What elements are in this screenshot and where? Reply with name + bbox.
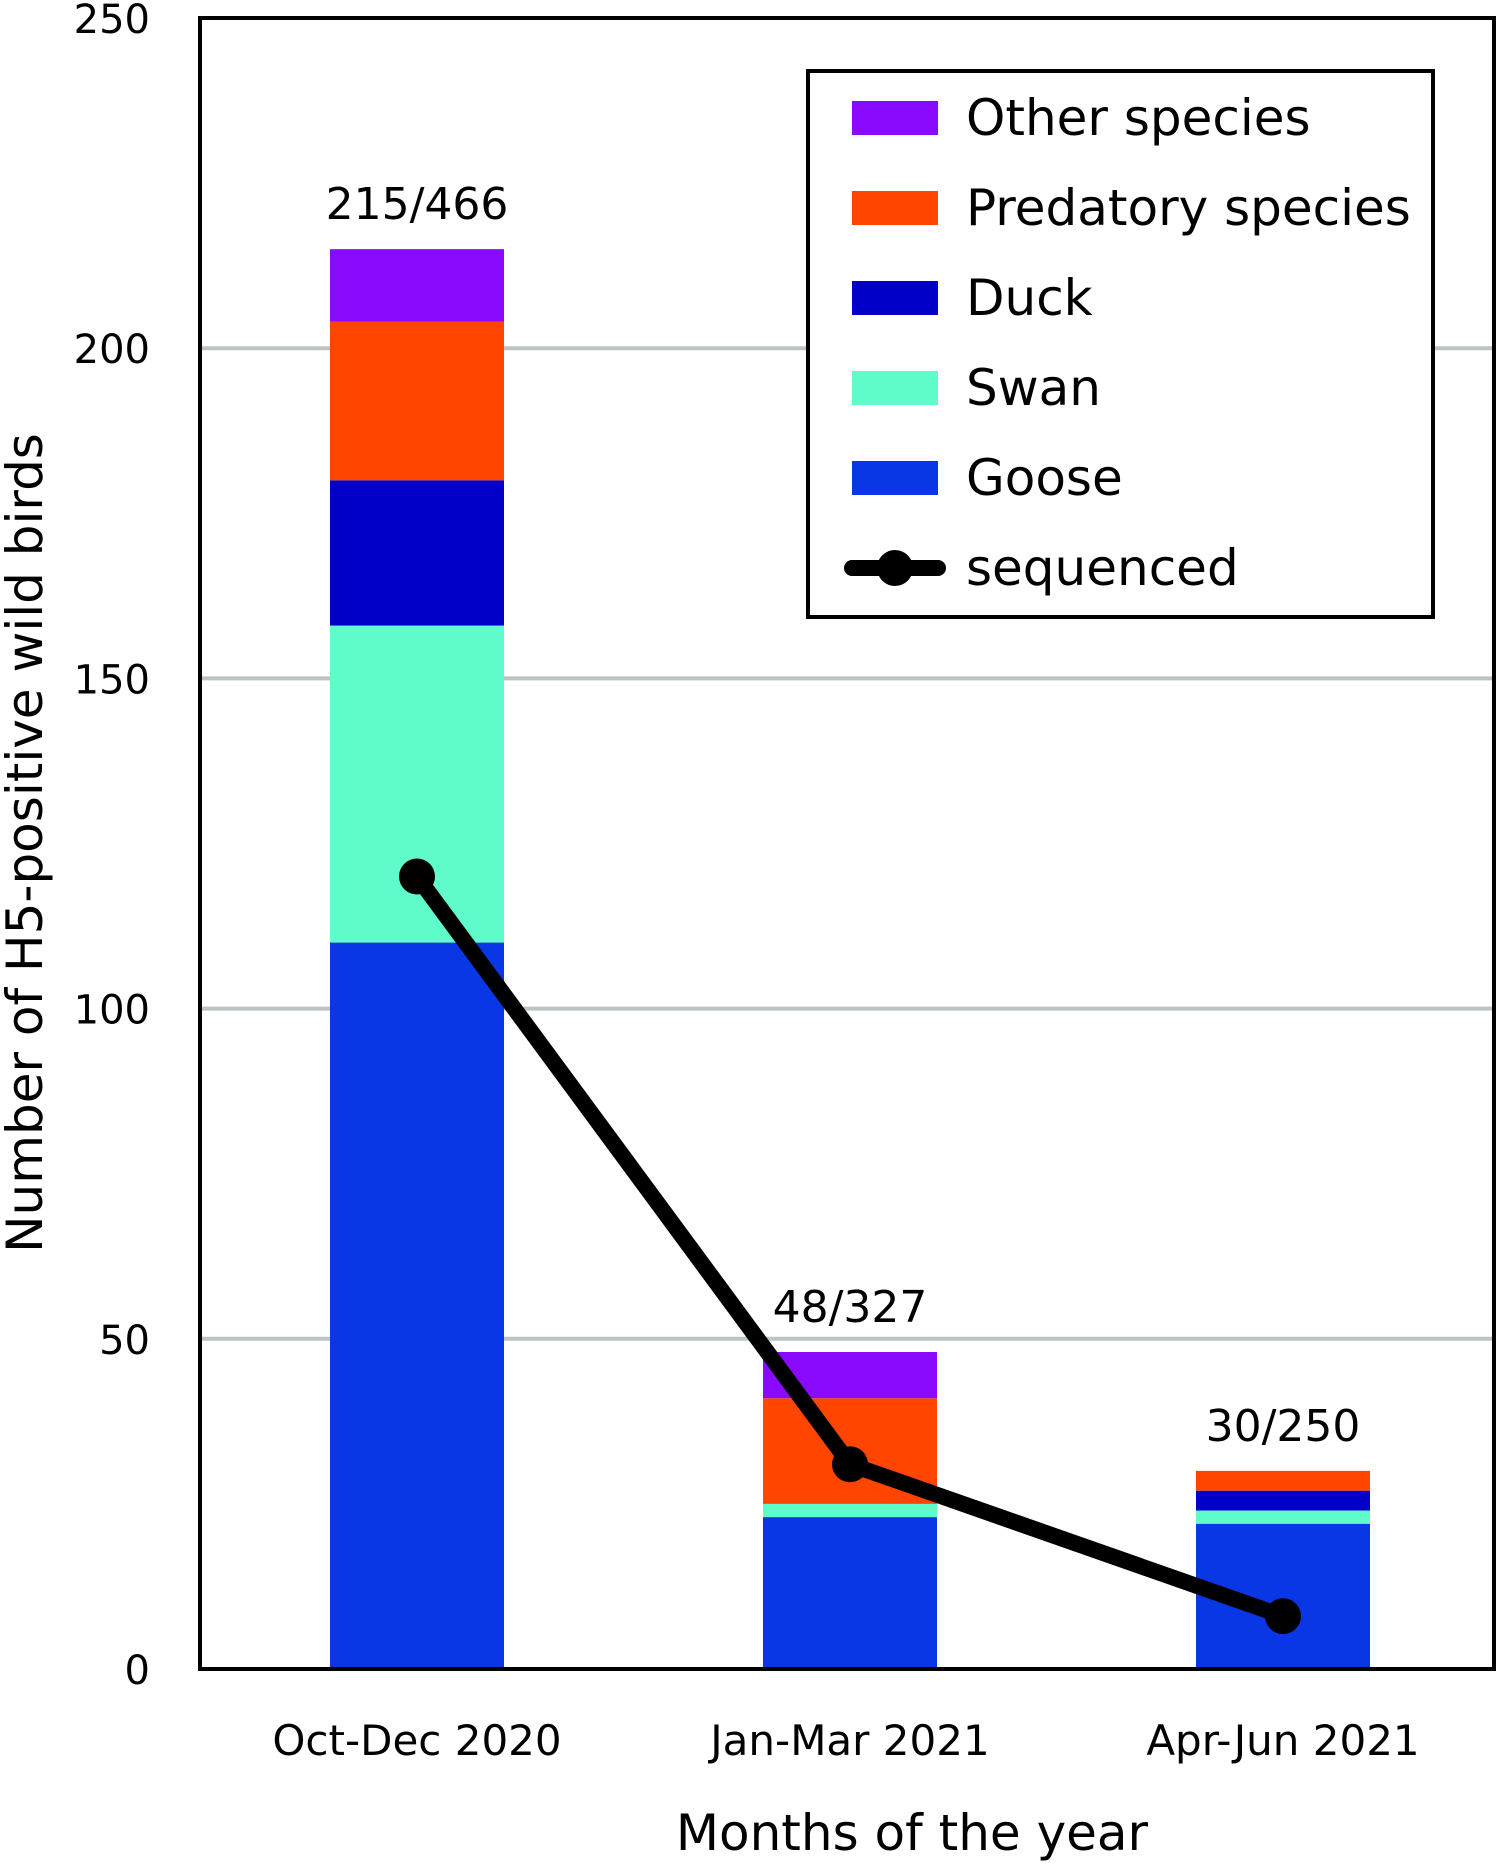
- y-tick-label: 50: [99, 1318, 150, 1364]
- y-tick-label: 200: [74, 327, 150, 373]
- legend-swatch-duck: [852, 281, 938, 315]
- bar-segment-other-species: [330, 249, 504, 322]
- legend-label: Other species: [966, 89, 1311, 147]
- sequenced-point: [399, 858, 435, 895]
- sequenced-point: [832, 1446, 868, 1483]
- x-tick-label: Jan-Mar 2021: [707, 1716, 989, 1765]
- bar-total-label: 215/466: [326, 179, 509, 230]
- plot-frame: [198, 16, 1496, 1671]
- sequenced-point: [1265, 1598, 1301, 1635]
- bar-segment-goose: [330, 942, 504, 1669]
- legend-swatch-goose: [852, 461, 938, 495]
- legend-swatch-swan: [852, 371, 938, 405]
- bar-segment-predatory-species: [330, 321, 504, 481]
- legend: Other species Predatory species Duck Swan Go…: [806, 69, 1435, 619]
- legend-label: Predatory species: [966, 179, 1411, 237]
- x-axis-label: Months of the year: [676, 1804, 1149, 1862]
- legend-swatch-other-species: [852, 101, 938, 135]
- bar-segment-goose: [763, 1517, 937, 1669]
- bar-segment-duck: [330, 480, 504, 626]
- legend-swatch-predatory-species: [852, 191, 938, 225]
- legend-label: Swan: [966, 359, 1101, 417]
- bar-total-label: 30/250: [1206, 1401, 1361, 1452]
- legend-label: Duck: [966, 269, 1093, 327]
- legend-marker: [877, 550, 913, 586]
- x-tick-label: Apr-Jun 2021: [1146, 1716, 1419, 1765]
- bar-segment-duck: [1196, 1490, 1370, 1511]
- y-axis-label: Number of H5-positive wild birds: [0, 433, 54, 1253]
- bar-segment-swan: [330, 625, 504, 943]
- bar-segment-swan: [763, 1503, 937, 1518]
- y-tick-label: 250: [74, 0, 150, 43]
- bar-segment-swan: [1196, 1510, 1370, 1524]
- y-tick-label: 100: [74, 988, 150, 1034]
- legend-label: Goose: [966, 449, 1123, 507]
- legend-label: sequenced: [966, 539, 1239, 597]
- x-tick-label: Oct-Dec 2020: [272, 1716, 561, 1765]
- bar-total-label: 48/327: [773, 1282, 928, 1333]
- y-tick-label: 150: [74, 657, 150, 703]
- y-tick-label: 0: [125, 1648, 150, 1694]
- bar-segment-predatory-species: [1196, 1470, 1370, 1491]
